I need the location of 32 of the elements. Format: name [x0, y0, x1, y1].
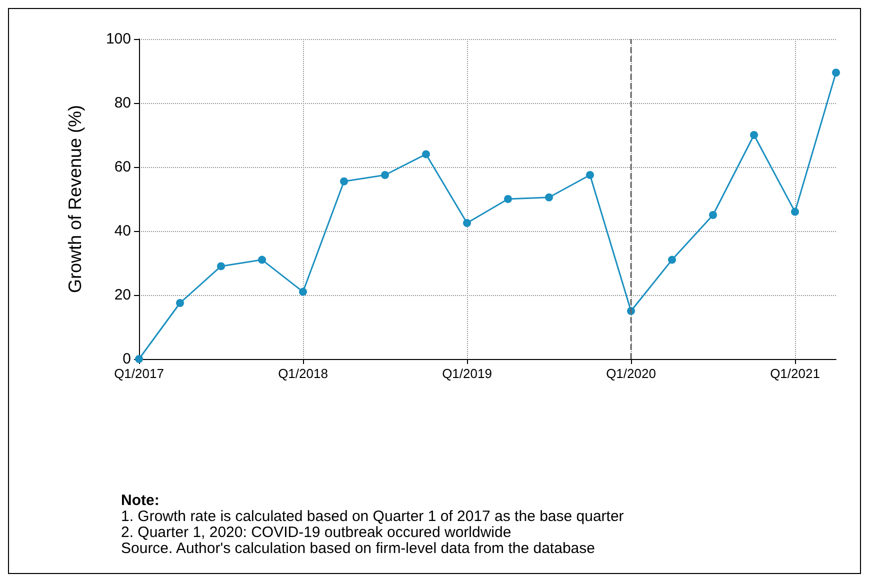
y-tick-label: 40 [114, 222, 131, 240]
point [299, 288, 307, 296]
y-tick-label: 60 [114, 158, 131, 176]
point [504, 195, 512, 203]
point [750, 131, 758, 139]
y-axis-title: Growth of Revenue (%) [65, 104, 85, 294]
y-tick-label: 20 [114, 286, 131, 304]
point [422, 150, 430, 158]
point [791, 208, 799, 216]
x-tick-label: Q1/2021 [770, 366, 820, 381]
x-tick-label: Q1/2020 [606, 366, 656, 381]
point [217, 262, 225, 270]
point [545, 193, 553, 202]
point [586, 171, 594, 179]
point [258, 256, 266, 264]
point [668, 256, 676, 264]
source-note: Source. Author's calculation based on firm-level data from the database [121, 540, 596, 557]
text: 2. Quarter 1, 2020: COVID-19 outbreak occured worldwide [121, 524, 512, 541]
y-tick-label: 0 [122, 350, 131, 368]
point [832, 68, 840, 77]
y-tick-label: 100 [106, 30, 131, 48]
x-tick-label: Q1/2019 [442, 366, 492, 381]
point [463, 219, 471, 227]
point [381, 171, 389, 179]
point [709, 211, 717, 219]
text: 1. Growth rate is calculated based on Quarter 1 of 2017 as the base quarter [121, 508, 624, 525]
x-tick-label: Q1/2017 [114, 366, 164, 381]
point [176, 299, 184, 307]
text: Note: [121, 492, 160, 509]
x-tick-label: Q1/2018 [278, 366, 328, 381]
point [340, 177, 348, 186]
y-tick-label: 80 [114, 94, 131, 112]
